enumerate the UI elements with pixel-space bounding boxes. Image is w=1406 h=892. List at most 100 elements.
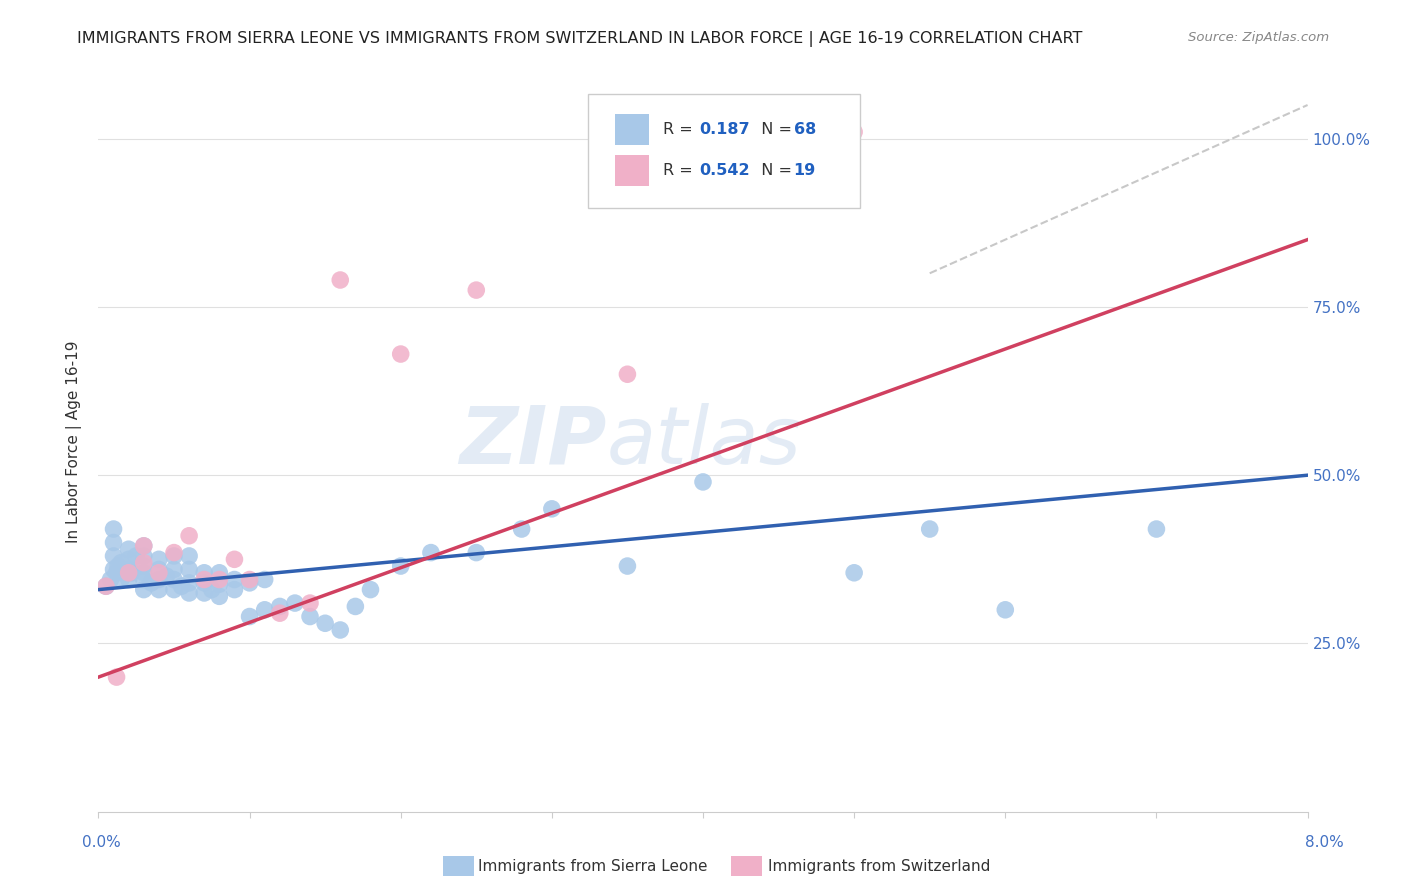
Point	[465, 283, 488, 297]
Point	[103, 549, 125, 563]
Text: R =: R =	[664, 121, 697, 136]
FancyBboxPatch shape	[614, 155, 648, 186]
Point	[329, 273, 352, 287]
Point	[148, 552, 170, 566]
Point	[148, 582, 170, 597]
Point	[239, 609, 262, 624]
Point	[163, 582, 186, 597]
Point	[540, 501, 562, 516]
Point	[616, 368, 638, 382]
Point	[201, 582, 224, 597]
Point	[118, 542, 141, 557]
Point	[844, 125, 866, 139]
Point	[132, 573, 155, 587]
Point	[94, 579, 117, 593]
Point	[692, 475, 714, 489]
Point	[179, 529, 201, 543]
Point	[170, 579, 193, 593]
Point	[193, 566, 215, 580]
Point	[389, 347, 412, 361]
Point	[103, 535, 125, 549]
Point	[132, 582, 155, 597]
Point	[208, 590, 231, 604]
Point	[100, 573, 122, 587]
Point	[224, 582, 246, 597]
Point	[224, 573, 246, 587]
Point	[616, 559, 638, 574]
Point	[148, 573, 170, 587]
Point	[163, 562, 186, 576]
Point	[107, 559, 129, 574]
Point	[125, 549, 148, 563]
Point	[118, 552, 141, 566]
Text: Source: ZipAtlas.com: Source: ZipAtlas.com	[1188, 31, 1329, 45]
Text: 0.542: 0.542	[699, 163, 749, 178]
Text: 0.0%: 0.0%	[82, 836, 121, 850]
Point	[269, 606, 291, 620]
Point	[208, 566, 231, 580]
Y-axis label: In Labor Force | Age 16-19: In Labor Force | Age 16-19	[66, 340, 83, 543]
Point	[344, 599, 367, 614]
Text: 68: 68	[794, 121, 815, 136]
Point	[389, 559, 412, 574]
Point	[360, 582, 382, 597]
Point	[148, 566, 170, 580]
Point	[284, 596, 307, 610]
Point	[918, 522, 941, 536]
FancyBboxPatch shape	[588, 94, 860, 209]
Point	[208, 573, 231, 587]
Point	[314, 616, 336, 631]
Point	[118, 566, 141, 580]
Point	[118, 573, 141, 587]
Point	[163, 546, 186, 560]
Text: N =: N =	[751, 121, 797, 136]
Point	[208, 577, 231, 591]
Point	[510, 522, 533, 536]
Point	[105, 566, 128, 580]
Point	[118, 562, 141, 576]
Point	[239, 575, 262, 590]
Point	[132, 556, 155, 570]
Point	[132, 549, 155, 563]
Text: atlas: atlas	[606, 402, 801, 481]
Point	[110, 573, 132, 587]
Point	[163, 573, 186, 587]
Point	[179, 586, 201, 600]
Text: 0.187: 0.187	[699, 121, 749, 136]
Point	[420, 546, 443, 560]
Point	[141, 575, 163, 590]
Point	[94, 579, 117, 593]
Point	[193, 575, 215, 590]
Text: 8.0%: 8.0%	[1305, 836, 1344, 850]
Point	[103, 562, 125, 576]
Point	[299, 596, 322, 610]
Point	[121, 566, 143, 580]
Point	[844, 566, 866, 580]
Text: N =: N =	[751, 163, 797, 178]
Text: R =: R =	[664, 163, 697, 178]
Point	[994, 603, 1017, 617]
Point	[179, 575, 201, 590]
Point	[253, 603, 276, 617]
Point	[193, 586, 215, 600]
Point	[132, 539, 155, 553]
Point	[155, 569, 177, 583]
Point	[132, 559, 155, 574]
Point	[1146, 522, 1168, 536]
Point	[269, 599, 291, 614]
Point	[193, 573, 215, 587]
Text: Immigrants from Switzerland: Immigrants from Switzerland	[768, 859, 990, 873]
Point	[253, 573, 276, 587]
Point	[132, 566, 155, 580]
Point	[465, 546, 488, 560]
Point	[179, 562, 201, 576]
Point	[299, 609, 322, 624]
Text: ZIP: ZIP	[458, 402, 606, 481]
Point	[163, 549, 186, 563]
Point	[329, 623, 352, 637]
Point	[110, 556, 132, 570]
Point	[148, 562, 170, 576]
Point	[224, 552, 246, 566]
Text: Immigrants from Sierra Leone: Immigrants from Sierra Leone	[478, 859, 707, 873]
Point	[103, 522, 125, 536]
